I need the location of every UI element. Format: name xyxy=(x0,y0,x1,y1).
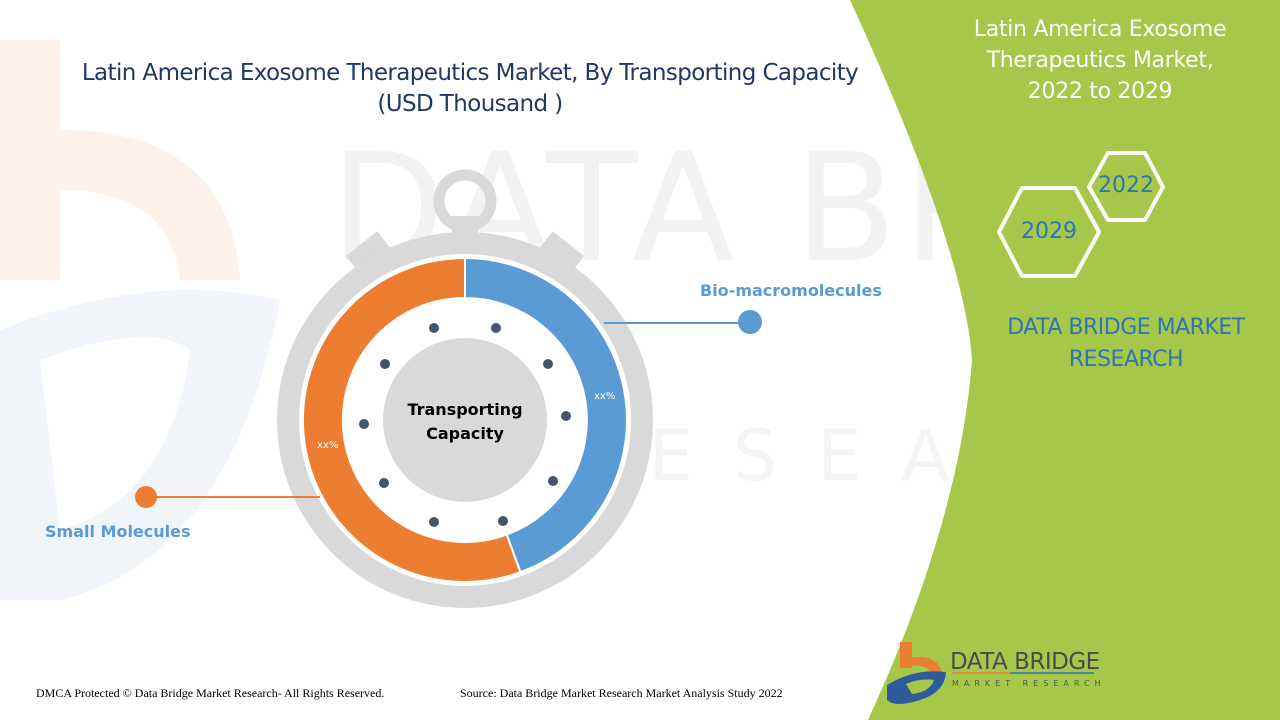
watermark-logo-icon xyxy=(0,40,280,600)
data-bridge-logo-icon xyxy=(887,642,946,704)
segment-small-molecules xyxy=(301,256,522,583)
center-line1: Transporting xyxy=(407,400,523,419)
side-title-line1: Latin America Exosome xyxy=(973,17,1227,42)
chart-title-line1: Latin America Exosome Therapeutics Marke… xyxy=(81,60,859,86)
side-panel-title: Latin America Exosome Therapeutics Marke… xyxy=(930,14,1270,107)
side-title-line3: 2022 to 2029 xyxy=(1027,79,1173,104)
brand-line2: RESEARCH xyxy=(1068,347,1184,372)
bio-macromolecules-label: Bio-macromolecules xyxy=(700,281,882,300)
source-text: Source: Data Bridge Market Research Mark… xyxy=(460,686,783,700)
side-title-line2: Therapeutics Market, xyxy=(986,48,1214,73)
bio-macromolecules-percent: xx% xyxy=(594,391,616,402)
hexagon-2022-icon xyxy=(1087,151,1165,222)
center-line2: Capacity xyxy=(426,424,504,443)
year-2029-label: 2029 xyxy=(1021,219,1077,244)
small-molecules-percent: xx% xyxy=(317,440,339,451)
segment-bio-macromolecules xyxy=(464,256,628,574)
chart-title-line2: (USD Thousand ) xyxy=(377,91,563,117)
chart-center-label: Transporting Capacity xyxy=(385,398,545,446)
chart-title: Latin America Exosome Therapeutics Marke… xyxy=(60,58,880,120)
small-molecules-label: Small Molecules xyxy=(45,522,191,541)
year-2022-label: 2022 xyxy=(1098,173,1154,198)
logo-main-text: DATA BRIDGE xyxy=(950,649,1100,675)
side-panel-shape xyxy=(850,0,1280,720)
small-molecules-marker-icon xyxy=(135,486,157,508)
copyright-text: DMCA Protected © Data Bridge Market Rese… xyxy=(36,686,385,700)
hexagon-2029-icon xyxy=(997,186,1101,278)
brand-text: DATA BRIDGE MARKET RESEARCH xyxy=(990,312,1262,376)
logo-sub-text: MARKET RESEARCH xyxy=(952,679,1106,688)
brand-line1: DATA BRIDGE MARKET xyxy=(1007,315,1245,340)
dial-dots xyxy=(359,323,571,527)
bio-macromolecules-marker-icon xyxy=(738,310,762,334)
